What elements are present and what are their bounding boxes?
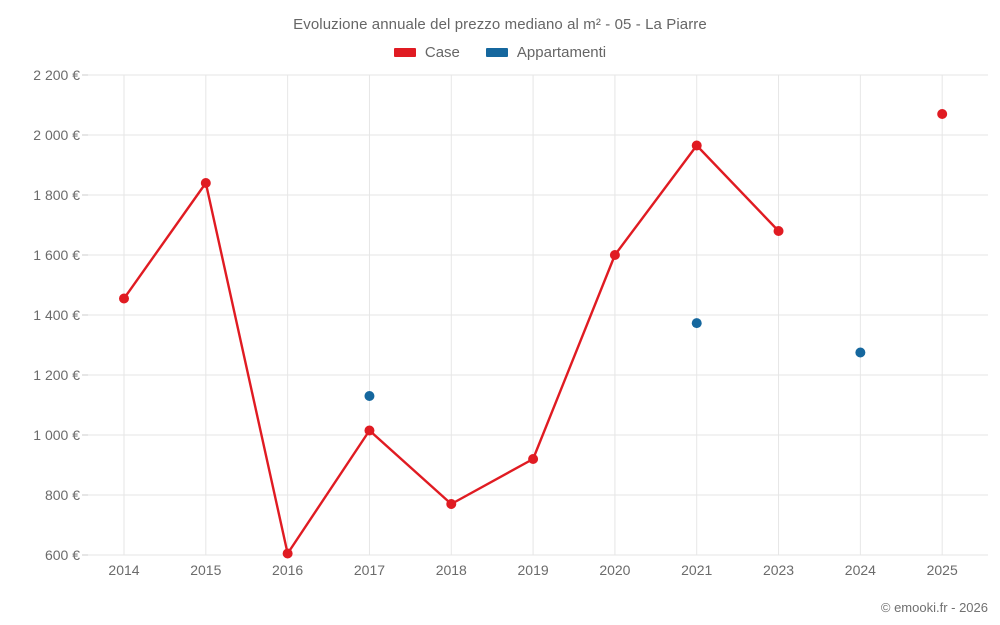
chart-title: Evoluzione annuale del prezzo mediano al… (293, 16, 707, 33)
legend-item-case[interactable]: Case (393, 44, 460, 61)
legend-label-appartamenti: Appartamenti (516, 44, 607, 61)
y-axis-tick-label: 1 000 € (33, 427, 80, 443)
data-point-case-2019[interactable] (528, 454, 539, 464)
x-axis-tick-label-2023: 2023 (762, 562, 795, 578)
data-point-case-2023[interactable] (773, 226, 784, 236)
y-axis-tick-label: 1 200 € (33, 367, 80, 383)
x-axis-tick-label-2024: 2024 (844, 562, 876, 578)
y-axis-labels: 600 € 800 € 1 000 € 1 200 € 1 400 € 1 600 € 1 … (0, 67, 80, 563)
x-axis-tick-label-2014: 2014 (108, 562, 140, 578)
y-axis-tick-label: 1 400 € (33, 307, 80, 323)
data-point-case-2025[interactable] (937, 109, 948, 119)
data-point-case-2017[interactable] (364, 425, 375, 436)
legend-swatch-appartamenti (485, 48, 508, 57)
data-point-case-2016[interactable] (282, 548, 293, 559)
x-axis-tick-label-2016: 2016 (272, 562, 304, 578)
data-series-layer (119, 109, 948, 559)
plot-area (82, 74, 988, 559)
copyright-credit: © emooki.fr - 2026 (880, 600, 988, 615)
x-axis-tick-label-2021: 2021 (681, 562, 713, 578)
data-point-case-2018[interactable] (446, 499, 457, 509)
x-axis-tick-label-2018: 2018 (435, 562, 467, 578)
chart-legend: Case Appartamenti (0, 44, 1000, 61)
y-axis-tick-label: 800 € (44, 487, 80, 503)
data-point-appartamenti-2021[interactable] (691, 318, 702, 329)
x-axis-labels: 2014 2015 2016 2017 2018 2019 2020 2021 2023 2024… (88, 562, 988, 586)
y-axis-tick-label: 2 000 € (33, 127, 80, 143)
data-point-case-2020[interactable] (609, 250, 620, 260)
grid-lines (82, 74, 988, 556)
y-axis-tick-label: 2 200 € (33, 67, 80, 83)
data-point-case-2014[interactable] (119, 293, 129, 304)
plot-svg (82, 74, 988, 559)
x-axis-tick-label-2020: 2020 (599, 562, 631, 578)
y-axis-tick-label: 1 800 € (33, 187, 80, 203)
x-axis-tick-label-2019: 2019 (517, 562, 549, 578)
data-point-appartamenti-2017[interactable] (364, 391, 375, 401)
data-point-appartamenti-2024[interactable] (855, 347, 866, 358)
data-point-case-2021[interactable] (691, 140, 702, 151)
legend-item-appartamenti[interactable]: Appartamenti (485, 44, 607, 61)
x-axis-tick-label-2025: 2025 (926, 562, 958, 578)
x-axis-tick-label-2015: 2015 (190, 562, 222, 578)
legend-swatch-case (393, 48, 416, 57)
x-axis-tick-label-2017: 2017 (353, 562, 386, 578)
legend-label-case: Case (424, 44, 460, 61)
y-axis-tick-label: 1 600 € (33, 247, 80, 263)
data-point-case-2015[interactable] (200, 178, 211, 188)
y-axis-tick-label: 600 € (44, 547, 80, 563)
